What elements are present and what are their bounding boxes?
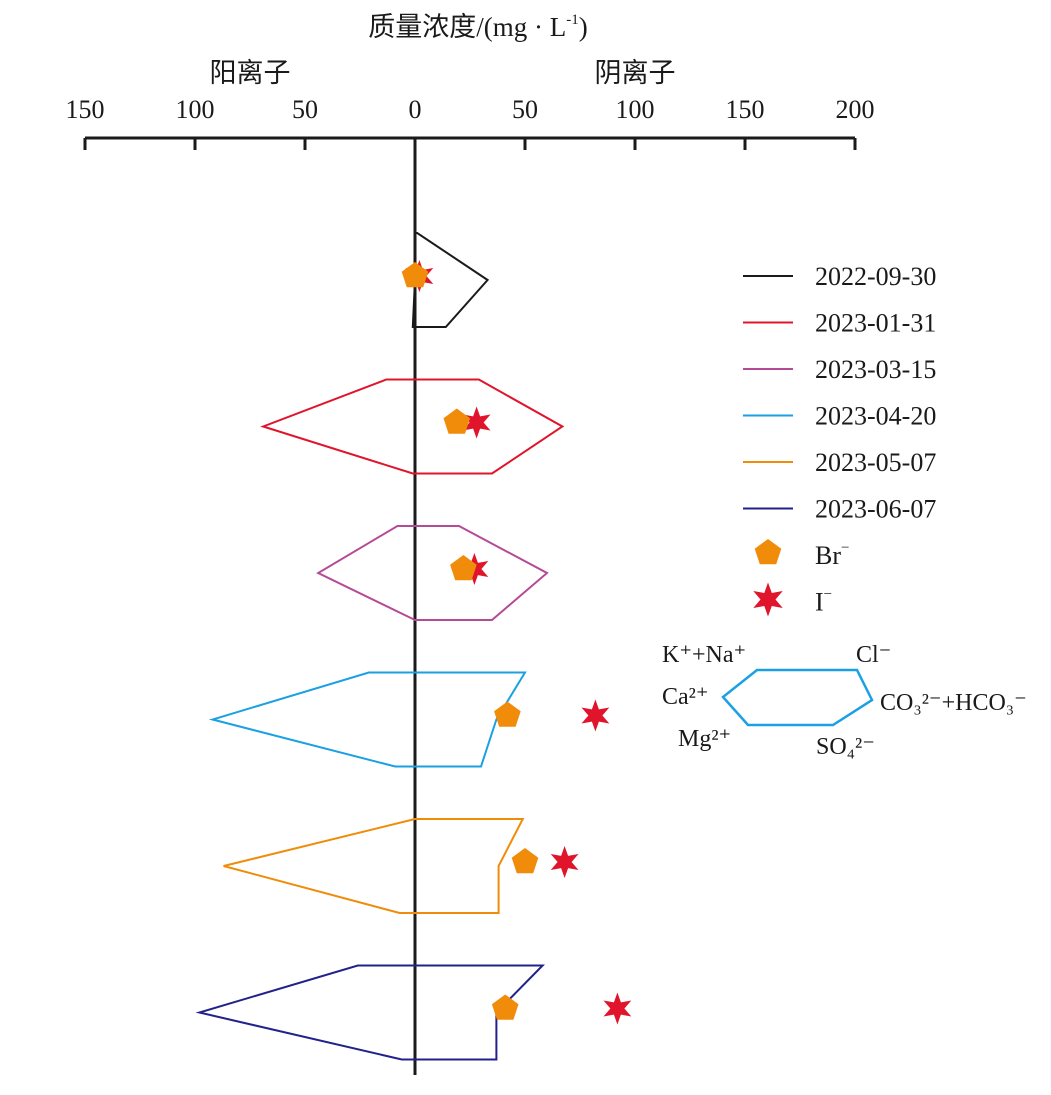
legend-label: 2022-09-30	[815, 262, 936, 291]
key-label-ca: Ca²⁺	[662, 684, 709, 710]
bromide-marker	[491, 994, 519, 1020]
axis-tick-label: 150	[726, 95, 765, 124]
bromide-marker	[443, 408, 471, 434]
iodide-marker	[581, 699, 610, 732]
legend-label-iodide: I−	[815, 587, 832, 617]
key-label-mg: Mg²⁺	[678, 726, 731, 752]
legend-label: 2023-04-20	[815, 402, 936, 431]
axis-tick-label: 100	[616, 95, 655, 124]
stiff-polygon-2023-06-07	[195, 964, 545, 1061]
axis-tick-label: 50	[292, 95, 318, 124]
legend-bromide-marker	[754, 539, 782, 565]
axis-tick-label: 0	[409, 95, 422, 124]
key-label-k-na: K⁺+Na⁺	[662, 642, 746, 668]
legend: 2022-09-30 2023-01-31 2023-03-15 2023-04-20…	[743, 262, 936, 617]
ion-markers	[401, 260, 632, 1025]
stiff-key-diagram: K⁺+Na⁺ Cl⁻ Ca²⁺ CO₃²⁻+HCO₃⁻ Mg²⁺ SO₄²⁻	[662, 642, 1027, 760]
legend-label: 2023-03-15	[815, 355, 936, 384]
legend-label: 2023-01-31	[815, 309, 936, 338]
bromide-marker	[450, 555, 477, 581]
bromide-marker	[401, 262, 429, 288]
chart-title-close: )	[579, 12, 588, 42]
legend-label: 2023-06-07	[815, 495, 936, 524]
axis-tick-label: 150	[66, 95, 105, 124]
legend-iodide-marker	[753, 582, 783, 617]
anion-side-label: 阴离子	[595, 58, 676, 88]
key-hexagon	[721, 668, 874, 727]
bromide-marker	[511, 848, 539, 874]
key-label-so4: SO₄²⁻	[816, 734, 875, 760]
axis-tick-label: 50	[512, 95, 538, 124]
cation-side-label: 阳离子	[210, 58, 291, 88]
chart-title-main: 质量浓度/(mg · L	[368, 12, 566, 42]
key-label-hco3: CO₃²⁻+HCO₃⁻	[880, 690, 1027, 716]
axis-ticks: 150 100 50 0 50 100 150 200	[66, 95, 875, 150]
iodide-marker	[462, 406, 491, 439]
axis-tick-label: 200	[836, 95, 875, 124]
stiff-polygon-2023-01-31	[260, 378, 565, 475]
stiff-polygon-2023-05-07	[223, 818, 525, 914]
legend-label: 2023-05-07	[815, 448, 936, 477]
key-label-cl: Cl⁻	[856, 642, 891, 668]
bromide-marker	[494, 701, 521, 727]
iodide-marker	[603, 992, 632, 1025]
axis-tick-label: 100	[176, 95, 215, 124]
stiff-polygon-2023-03-15	[316, 525, 549, 621]
iodide-marker	[550, 846, 579, 878]
chart-title-exponent: -1	[566, 12, 579, 28]
stiff-polygons	[195, 232, 565, 1061]
stiff-polygon-2023-04-20	[208, 671, 527, 768]
chart-title: 质量浓度/(mg · L-1)	[368, 12, 587, 42]
legend-label-bromide: Br−	[815, 540, 849, 570]
